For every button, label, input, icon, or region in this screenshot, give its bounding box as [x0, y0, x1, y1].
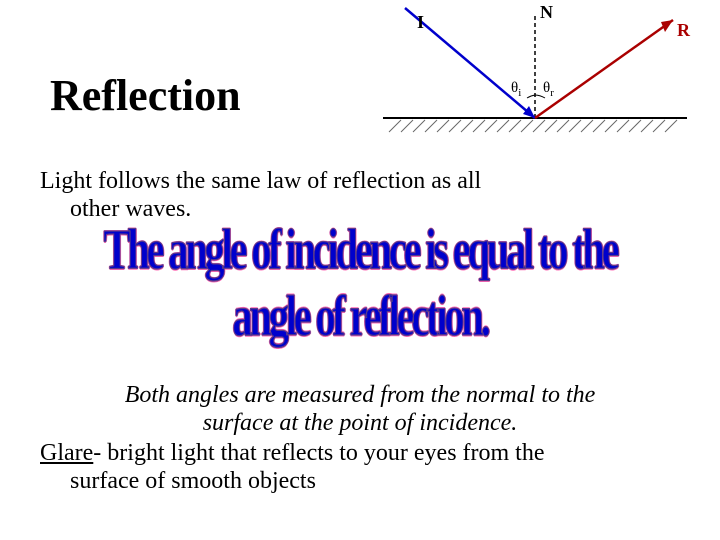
paragraph-3: Glare- bright light that reflects to you… — [40, 440, 680, 495]
paragraph-1-line-1: Light follows the same law of reflection… — [40, 168, 481, 194]
slide-title: Reflection — [50, 70, 241, 121]
paragraph-3-line-2: surface of smooth objects — [40, 468, 680, 496]
paragraph-3-rest-1: - bright light that reflects to your eye… — [93, 440, 544, 466]
reflection-diagram: I N R θi θr — [375, 0, 695, 140]
wordart-text: The angle of incidence is equal to the a… — [84, 217, 636, 350]
label-theta-i: θi — [511, 80, 521, 99]
label-incident: I — [417, 12, 424, 32]
reflected-ray — [535, 20, 673, 118]
glare-term: Glare — [40, 440, 93, 466]
paragraph-2-line-2: surface at the point of incidence. — [203, 410, 518, 436]
incident-ray — [405, 8, 535, 118]
paragraph-2-line-1: Both angles are measured from the normal… — [125, 382, 596, 408]
surface-hatching — [389, 120, 677, 132]
label-theta-r: θr — [543, 80, 554, 99]
reflected-arrowhead — [661, 20, 673, 32]
wordart-statement: The angle of incidence is equal to the a… — [60, 232, 660, 334]
paragraph-2: Both angles are measured from the normal… — [40, 382, 680, 437]
label-reflected: R — [677, 20, 691, 40]
paragraph-1: Light follows the same law of reflection… — [40, 168, 680, 223]
angle-arc-i — [527, 95, 535, 98]
label-normal: N — [540, 2, 553, 22]
